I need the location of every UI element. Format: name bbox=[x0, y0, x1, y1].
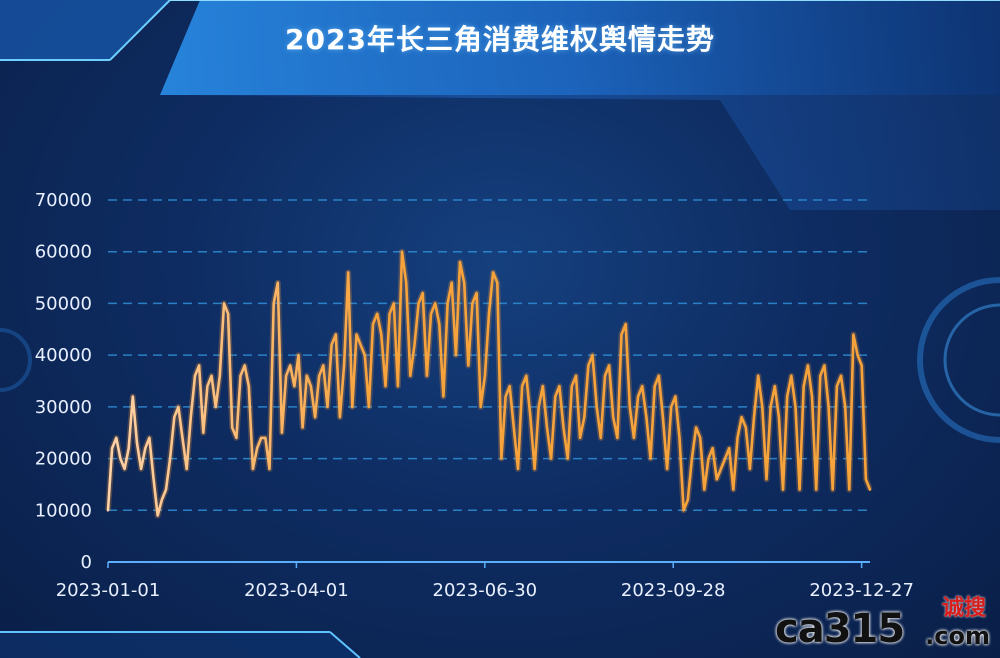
chart-title: 2023年长三角消费维权舆情走势 bbox=[285, 23, 715, 56]
watermark-text: ca315 bbox=[775, 606, 905, 652]
y-tick-label: 0 bbox=[81, 552, 92, 573]
watermark-domain-text: .com bbox=[925, 622, 990, 650]
y-axis: 0 10000 20000 30000 40000 50000 60000 70000 bbox=[35, 190, 92, 573]
x-tick-label: 2023-06-30 bbox=[433, 580, 538, 601]
watermark-logo: ca315 诚搜 .com bbox=[775, 592, 990, 652]
x-tick-label: 2023-12-27 bbox=[809, 580, 914, 601]
y-tick-label: 10000 bbox=[35, 500, 92, 521]
series-group bbox=[105, 248, 873, 519]
y-tick-label: 40000 bbox=[35, 345, 92, 366]
y-tick-label: 50000 bbox=[35, 293, 92, 314]
x-tick-label: 2023-09-28 bbox=[621, 580, 726, 601]
series-line-glow bbox=[105, 248, 873, 519]
y-tick-label: 30000 bbox=[35, 397, 92, 418]
grid-lines bbox=[108, 199, 870, 512]
watermark-cn-text: 诚搜 bbox=[941, 596, 986, 621]
x-tick-label: 2023-04-01 bbox=[244, 580, 349, 601]
x-axis: 2023-01-01 2023-04-01 2023-06-30 2023-09-28… bbox=[56, 561, 914, 601]
series-line bbox=[106, 250, 872, 517]
y-tick-label: 60000 bbox=[35, 242, 92, 263]
x-tick-label: 2023-01-01 bbox=[56, 580, 161, 601]
y-tick-label: 20000 bbox=[35, 449, 92, 470]
y-tick-label: 70000 bbox=[35, 190, 92, 211]
